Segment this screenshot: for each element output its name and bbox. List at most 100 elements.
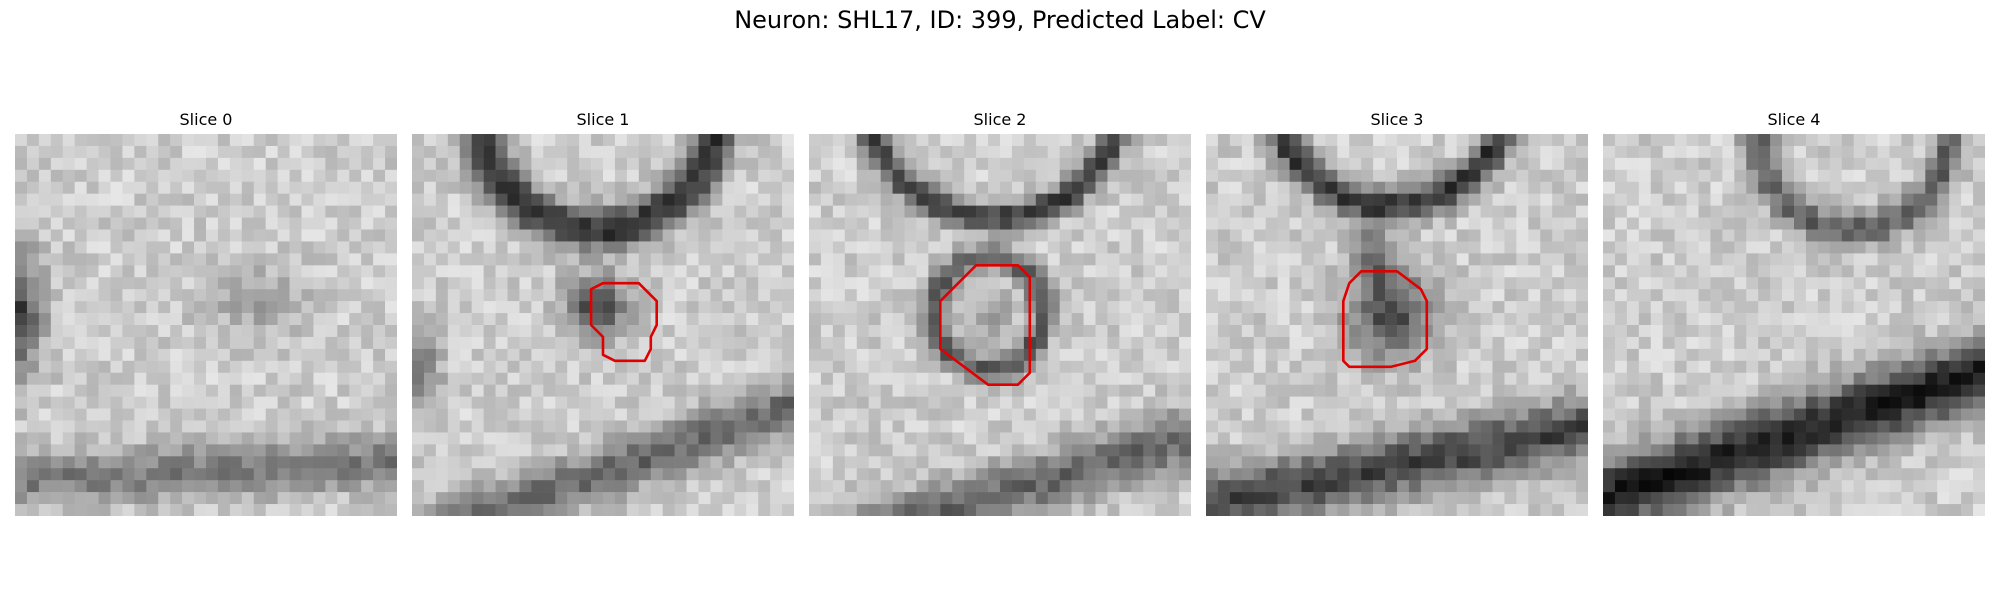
- image-pixel: [1516, 384, 1529, 397]
- image-pixel: [1853, 301, 1866, 314]
- image-pixel: [1564, 289, 1577, 302]
- image-pixel: [1408, 372, 1422, 385]
- image-pixel: [507, 229, 520, 242]
- image-pixel: [313, 169, 326, 183]
- image-pixel: [62, 265, 75, 278]
- image-pixel: [1841, 360, 1854, 374]
- image-pixel: [1071, 277, 1084, 290]
- image-pixel: [1095, 134, 1108, 147]
- image-pixel: [856, 241, 869, 254]
- image-pixel: [1504, 348, 1517, 362]
- image-pixel: [74, 205, 87, 218]
- image-pixel: [1782, 336, 1795, 350]
- image-pixel: [722, 169, 735, 183]
- image-pixel: [976, 241, 989, 254]
- image-pixel: [146, 325, 159, 338]
- image-pixel: [686, 348, 699, 362]
- image-pixel: [423, 193, 437, 206]
- image-pixel: [1722, 360, 1735, 374]
- image-pixel: [1480, 468, 1493, 481]
- image-pixel: [1638, 360, 1652, 374]
- image-pixel: [1023, 193, 1037, 206]
- image-pixel: [1865, 432, 1878, 445]
- image-pixel: [459, 145, 472, 159]
- image-pixel: [543, 336, 556, 350]
- image-pixel: [1265, 301, 1278, 314]
- image-pixel: [1516, 134, 1529, 147]
- image-pixel: [289, 480, 302, 493]
- image-pixel: [856, 181, 869, 194]
- image-pixel: [1083, 408, 1096, 421]
- image-pixel: [1794, 348, 1807, 362]
- image-pixel: [1289, 480, 1302, 493]
- image-pixel: [206, 169, 219, 183]
- image-pixel: [952, 229, 965, 242]
- image-pixel: [373, 265, 386, 278]
- image-pixel: [1937, 313, 1950, 326]
- image-pixel: [940, 504, 953, 516]
- image-pixel: [1758, 265, 1771, 278]
- image-pixel: [194, 408, 207, 421]
- image-pixel: [1337, 157, 1350, 171]
- image-pixel: [1698, 360, 1711, 374]
- image-pixel: [555, 169, 568, 183]
- image-pixel: [217, 504, 231, 516]
- image-pixel: [158, 492, 171, 505]
- image-pixel: [495, 348, 508, 362]
- image-pixel: [265, 336, 278, 350]
- image-pixel: [1650, 265, 1663, 278]
- image-pixel: [1734, 241, 1747, 254]
- image-pixel: [1119, 229, 1132, 242]
- image-pixel: [1349, 492, 1362, 505]
- image-pixel: [519, 360, 532, 374]
- image-pixel: [1035, 265, 1049, 278]
- image-pixel: [964, 384, 977, 397]
- image-pixel: [1552, 348, 1565, 362]
- image-pixel: [1516, 408, 1529, 421]
- image-pixel: [892, 265, 905, 278]
- image-pixel: [638, 325, 652, 338]
- image-pixel: [1143, 277, 1156, 290]
- image-pixel: [1217, 265, 1231, 278]
- image-pixel: [229, 265, 243, 278]
- image-pixel: [892, 277, 905, 290]
- image-pixel: [1841, 193, 1854, 206]
- image-pixel: [1083, 289, 1096, 302]
- image-pixel: [253, 336, 266, 350]
- image-pixel: [567, 205, 580, 218]
- image-pixel: [146, 205, 159, 218]
- image-pixel: [1662, 396, 1675, 409]
- image-pixel: [567, 265, 580, 278]
- image-pixel: [435, 205, 449, 218]
- image-pixel: [1746, 420, 1759, 433]
- image-pixel: [1853, 325, 1866, 338]
- image-pixel: [1528, 289, 1541, 302]
- image-pixel: [241, 444, 255, 457]
- image-pixel: [1337, 265, 1350, 278]
- image-pixel: [1289, 468, 1302, 481]
- image-pixel: [217, 217, 231, 230]
- image-pixel: [1083, 241, 1096, 254]
- image-pixel: [1564, 432, 1577, 445]
- image-pixel: [820, 492, 834, 505]
- image-pixel: [1782, 181, 1795, 194]
- image-pixel: [1253, 169, 1266, 183]
- image-pixel: [134, 229, 147, 242]
- image-pixel: [1107, 432, 1120, 445]
- image-pixel: [1552, 313, 1565, 326]
- image-pixel: [50, 480, 64, 493]
- image-pixel: [1361, 396, 1374, 409]
- image-pixel: [734, 492, 747, 505]
- image-pixel: [1313, 169, 1326, 183]
- image-pixel: [1480, 181, 1493, 194]
- image-pixel: [832, 301, 846, 314]
- image-pixel: [1650, 444, 1663, 457]
- image-pixel: [1241, 193, 1255, 206]
- image-pixel: [423, 301, 437, 314]
- image-pixel: [1179, 217, 1191, 230]
- image-pixel: [1131, 265, 1144, 278]
- image-pixel: [1614, 289, 1628, 302]
- image-pixel: [856, 157, 869, 171]
- image-pixel: [86, 432, 99, 445]
- image-pixel: [1206, 432, 1219, 445]
